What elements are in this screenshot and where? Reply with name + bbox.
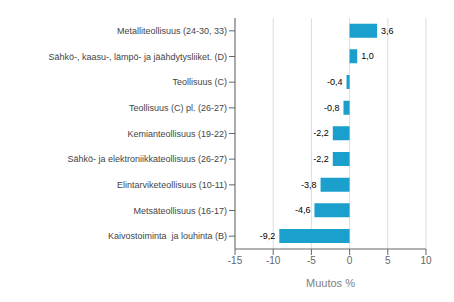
svg-text:10: 10	[420, 255, 432, 266]
svg-text:5: 5	[385, 255, 391, 266]
svg-text:-9,2: -9,2	[260, 231, 276, 241]
svg-text:-0,4: -0,4	[327, 77, 343, 87]
svg-text:-2,2: -2,2	[313, 128, 329, 138]
svg-text:Metsäteollisuus (16-17): Metsäteollisuus (16-17)	[133, 206, 227, 216]
svg-text:3,6: 3,6	[381, 26, 394, 36]
svg-text:-4,6: -4,6	[295, 205, 311, 215]
svg-text:Muutos %: Muutos %	[306, 277, 355, 289]
svg-text:1,0: 1,0	[361, 51, 374, 61]
svg-text:Sähkö-, kaasu-, lämpö- ja jääh: Sähkö-, kaasu-, lämpö- ja jäähdytysliike…	[48, 52, 227, 62]
svg-text:Metalliteollisuus (24-30, 33): Metalliteollisuus (24-30, 33)	[117, 26, 227, 36]
svg-text:Sähkö- ja elektroniikkateollis: Sähkö- ja elektroniikkateollisuus (26-27…	[67, 154, 227, 164]
svg-text:Kaivostoiminta ja louhinta (B: Kaivostoiminta ja louhinta (B)	[108, 231, 227, 241]
svg-text:-5: -5	[307, 255, 316, 266]
svg-text:0: 0	[347, 255, 353, 266]
svg-text:Teollisuus (C): Teollisuus (C)	[172, 77, 227, 87]
svg-text:Kemianteollisuus (19-22): Kemianteollisuus (19-22)	[127, 129, 227, 139]
svg-text:Elintarviketeollisuus (10-11): Elintarviketeollisuus (10-11)	[117, 180, 227, 190]
svg-text:-3,8: -3,8	[301, 180, 317, 190]
svg-text:-2,2: -2,2	[313, 154, 329, 164]
svg-text:-0,8: -0,8	[324, 103, 340, 113]
svg-text:-15: -15	[228, 255, 243, 266]
svg-text:-10: -10	[266, 255, 281, 266]
svg-text:Teollisuus (C) pl. (26-27): Teollisuus (C) pl. (26-27)	[129, 103, 227, 113]
